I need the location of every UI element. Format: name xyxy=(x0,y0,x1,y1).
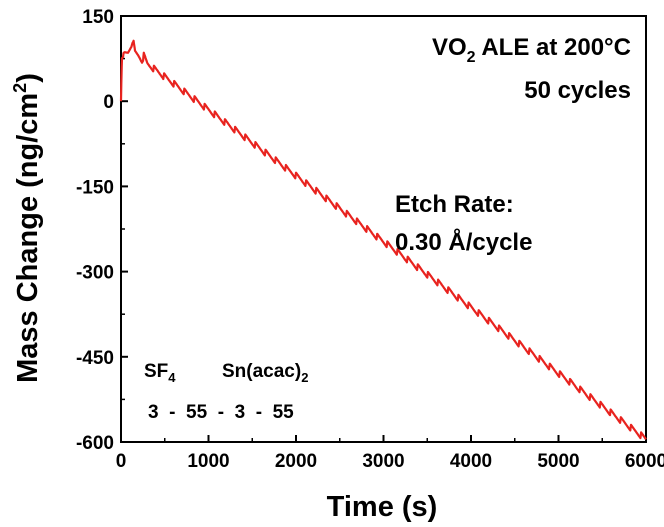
x-tick-label: 3000 xyxy=(362,451,404,472)
reactant-1-label: SF4 xyxy=(144,361,176,385)
reactant-2-subscript: 2 xyxy=(301,370,308,385)
mass-change-series-line xyxy=(119,39,647,440)
reactant-2-label: Sn(acac)2 xyxy=(222,361,308,385)
series-layer xyxy=(119,39,647,440)
reactant-2-formula: Sn(acac) xyxy=(222,361,301,382)
x-axis-title: Time (s) xyxy=(327,491,438,523)
condition-formula-subscript: 2 xyxy=(467,49,476,66)
y-tick-label: -150 xyxy=(76,177,114,198)
reactant-1-subscript: 4 xyxy=(168,370,176,385)
y-tick-label: -300 xyxy=(76,263,114,284)
x-tick-label: 5000 xyxy=(537,451,579,472)
etch-rate-value: 0.30 Å/cycle xyxy=(395,228,532,256)
condition-annotation: VO2 ALE at 200°C xyxy=(432,34,631,66)
x-tick-label: 2000 xyxy=(275,451,317,472)
cycles-annotation: 50 cycles xyxy=(524,77,631,104)
condition-formula: VO xyxy=(432,34,467,61)
y-axis-title-superscript: 2 xyxy=(10,83,30,93)
x-tick-label: 4000 xyxy=(450,451,492,472)
y-axis-title-close: ) xyxy=(12,73,44,83)
x-tick-label: 1000 xyxy=(187,451,229,472)
y-axis-title: Mass Change (ng/cm2) xyxy=(10,73,44,383)
y-tick-label: 0 xyxy=(103,92,114,113)
x-tick-label: 0 xyxy=(116,451,127,472)
y-tick-label: -600 xyxy=(76,433,114,454)
condition-text: ALE at 200°C xyxy=(476,34,631,61)
y-axis-title-main: Mass Change (ng/cm xyxy=(12,93,44,383)
etch-rate-label: Etch Rate: xyxy=(395,191,514,218)
reactant-1-formula: SF xyxy=(144,361,168,382)
x-tick-label: 6000 xyxy=(625,451,664,472)
y-tick-label: 150 xyxy=(82,7,114,28)
y-tick-label: -450 xyxy=(76,348,114,369)
timing-sequence: 3 - 55 - 3 - 55 xyxy=(148,402,294,423)
